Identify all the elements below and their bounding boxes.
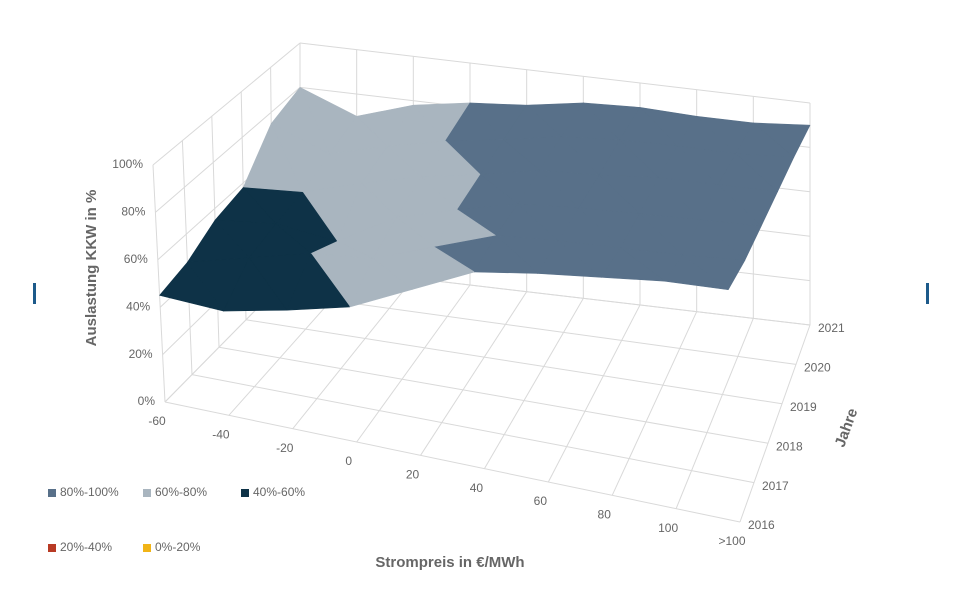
x-tick-label: 20 [406,468,420,482]
grid-line [484,298,584,469]
x-tick-label: -40 [212,428,230,442]
grid-line [299,42,811,104]
z-tick-label: 40% [126,299,150,313]
y-tick-label: 2020 [804,361,831,375]
grid-line [152,42,301,166]
legend-label: 80%-100% [60,485,119,499]
grid-line [547,304,641,483]
legend-swatch [143,544,151,552]
legend-label: 40%-60% [253,485,305,499]
surface-facet [664,255,729,291]
surface-facet [537,240,602,278]
x-tick-label: 100 [658,521,678,535]
z-axis-title: Auslastung KKW in % [83,190,100,347]
y-axis-title: Jahre [832,406,862,449]
x-tick-label: 60 [534,494,548,508]
legend-swatch [48,544,56,552]
y-tick-label: 2019 [790,400,817,414]
x-tick-label: 0 [345,454,352,468]
grid-line [191,374,755,484]
x-tick-label: >100 [718,534,745,548]
y-tick-label: 2021 [818,321,845,335]
grid-line [218,346,769,444]
surface-facet [411,246,475,290]
legend-swatch [143,489,151,497]
y-tick-label: 2016 [748,518,775,532]
surface-facet [286,253,351,311]
x-tick-label: 40 [470,481,484,495]
grid-line [739,324,811,523]
x-tick-label: -60 [148,414,166,428]
grid-line [245,319,783,405]
labels: 0% 20% 40% 60% 80% 100% -60 -40 -20 0 20 40 60 80 100 >… [48,157,845,554]
legend-label: 20%-40% [60,540,112,554]
grid-line [272,291,797,365]
z-tick-label: 0% [138,394,156,408]
legend-swatch [48,489,56,497]
legend-label: 60%-80% [155,485,207,499]
y-tick-label: 2017 [762,479,789,493]
surface-facet [349,258,413,308]
z-tick-label: 80% [121,205,145,219]
legend-label: 0%-20% [155,540,201,554]
grid-line [611,311,698,496]
x-tick-label: 80 [598,508,612,522]
x-axis-title: Strompreis in €/MWh [375,554,524,571]
surface [159,87,811,312]
grid-line [356,284,471,443]
z-tick-label: 60% [124,252,148,266]
grid-line [420,291,528,456]
surface-facet [474,235,539,274]
grid-line [181,140,193,375]
grid-line [155,87,301,213]
grid-line [164,401,741,523]
nav-marker [33,283,36,304]
grid-line [292,278,414,429]
z-tick-label: 20% [129,347,153,361]
grid-line [675,318,754,509]
surface-facet [159,261,224,312]
x-tick-label: -20 [276,441,294,455]
z-tick-label: 100% [112,157,143,171]
nav-marker [926,283,929,304]
surface-facet [223,257,288,312]
surface-facet [600,247,665,282]
legend-swatch [241,489,249,497]
grid-line [152,164,166,403]
y-tick-label: 2018 [776,439,803,453]
